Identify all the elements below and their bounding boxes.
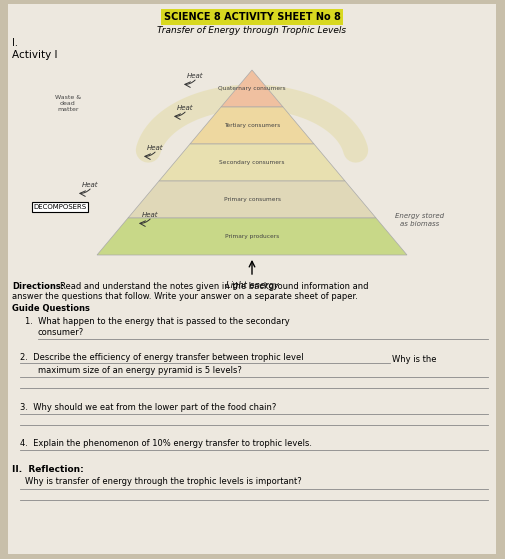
Text: Heat: Heat — [142, 212, 158, 218]
Text: Quaternary consumers: Quaternary consumers — [218, 86, 286, 91]
Text: Transfer of Energy through Trophic Levels: Transfer of Energy through Trophic Level… — [158, 26, 346, 35]
Text: SCIENCE 8 ACTIVITY SHEET No 8: SCIENCE 8 ACTIVITY SHEET No 8 — [164, 12, 340, 22]
Text: II.  Reflection:: II. Reflection: — [12, 465, 84, 474]
Text: Directions:: Directions: — [12, 282, 64, 291]
Text: Read and understand the notes given in the background information and: Read and understand the notes given in t… — [60, 282, 369, 291]
Text: Energy stored
as biomass: Energy stored as biomass — [395, 213, 444, 227]
Text: Light energy: Light energy — [226, 281, 278, 290]
Text: Why is transfer of energy through the trophic levels is important?: Why is transfer of energy through the tr… — [25, 477, 302, 486]
Text: Tertiary consumers: Tertiary consumers — [224, 123, 280, 128]
Text: Heat: Heat — [147, 145, 163, 151]
Text: Heat: Heat — [177, 105, 193, 111]
Polygon shape — [128, 181, 376, 218]
Text: Waste &
dead
matter: Waste & dead matter — [55, 95, 81, 112]
Text: 2.  Describe the efficiency of energy transfer between trophic level: 2. Describe the efficiency of energy tra… — [20, 353, 304, 362]
Text: Primary consumers: Primary consumers — [224, 197, 280, 202]
Text: DECOMPOSERS: DECOMPOSERS — [33, 204, 86, 210]
Text: maximum size of an energy pyramid is 5 levels?: maximum size of an energy pyramid is 5 l… — [38, 366, 242, 375]
Text: Guide Questions: Guide Questions — [12, 304, 90, 313]
Text: 1.  What happen to the energy that is passed to the secondary: 1. What happen to the energy that is pas… — [25, 317, 290, 326]
Text: Why is the: Why is the — [392, 355, 436, 364]
Polygon shape — [221, 70, 283, 107]
Text: 4.  Explain the phenomenon of 10% energy transfer to trophic levels.: 4. Explain the phenomenon of 10% energy … — [20, 439, 312, 448]
Text: Heat: Heat — [187, 73, 203, 79]
Text: Primary producers: Primary producers — [225, 234, 279, 239]
Text: I.: I. — [12, 38, 18, 48]
Text: 3.  Why should we eat from the lower part of the food chain?: 3. Why should we eat from the lower part… — [20, 403, 276, 412]
Polygon shape — [159, 144, 345, 181]
Text: consumer?: consumer? — [38, 328, 84, 337]
Text: Activity I: Activity I — [12, 50, 58, 60]
Polygon shape — [190, 107, 314, 144]
Text: Secondary consumers: Secondary consumers — [219, 160, 285, 165]
Text: answer the questions that follow. Write your answer on a separate sheet of paper: answer the questions that follow. Write … — [12, 292, 358, 301]
Polygon shape — [97, 218, 407, 255]
Text: Heat: Heat — [82, 182, 98, 188]
